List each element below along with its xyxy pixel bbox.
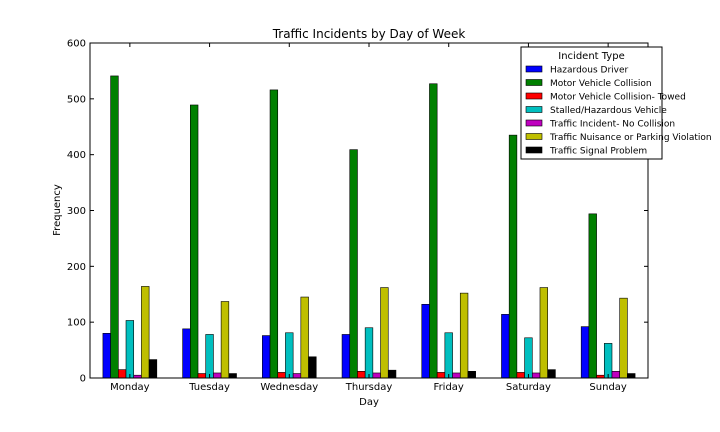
bar: [292, 373, 302, 379]
legend-label: Motor Vehicle Collision: [550, 79, 652, 89]
legend-swatch: [525, 133, 543, 140]
bar: [349, 149, 358, 379]
bar: [619, 297, 628, 379]
bar: [421, 303, 430, 379]
bar: [213, 372, 222, 379]
y-tick-label: 500: [67, 94, 86, 105]
x-tick-label: Tuesday: [188, 382, 230, 393]
bar: [125, 320, 135, 379]
bar: [580, 326, 590, 379]
bar: [436, 372, 446, 379]
bar: [118, 369, 127, 379]
legend-frame: [520, 46, 663, 160]
bar: [220, 301, 230, 379]
bar: [524, 337, 533, 379]
y-tick-label: 600: [67, 39, 86, 50]
y-axis-label: Frequency: [52, 184, 63, 236]
legend-label: Traffic Incident- No Collision: [549, 120, 675, 130]
bar: [444, 332, 453, 379]
x-tick-label: Monday: [110, 382, 150, 393]
bar: [531, 372, 541, 379]
legend-label: Traffic Signal Problem: [549, 147, 647, 157]
bar: [182, 328, 191, 379]
bar: [459, 292, 469, 379]
bar: [611, 370, 620, 379]
legend-swatch: [525, 119, 543, 127]
legend-label: Traffic Nuisance or Parking Violation: [549, 133, 712, 143]
legend-swatch: [525, 79, 543, 86]
bar: [269, 89, 279, 379]
bar: [300, 296, 309, 379]
bar: [262, 335, 271, 379]
bar: [148, 359, 158, 379]
bar: [508, 134, 518, 379]
x-axis: Monday Tuesday Wednesday Thursday Friday Satu…: [110, 43, 627, 393]
bar: [228, 373, 237, 379]
x-tick-label: Thursday: [345, 382, 393, 393]
y-tick-label: 200: [67, 262, 86, 273]
bar: [357, 370, 366, 379]
bar: [588, 213, 597, 379]
bar: [102, 333, 111, 379]
bar: [452, 372, 461, 379]
y-tick-label: 300: [67, 206, 86, 217]
y-tick-label: 0: [80, 374, 86, 385]
bar: [190, 104, 199, 379]
bar: [539, 287, 548, 379]
y-axis: 0 100 200 300 400 500 600: [67, 39, 648, 385]
chart-title: Traffic Incidents by Day of Week: [272, 27, 466, 41]
x-tick-label: Saturday: [506, 382, 551, 393]
bar: [308, 356, 317, 379]
y-tick-label: 100: [67, 318, 86, 329]
legend-swatch: [525, 106, 543, 113]
bar: [197, 373, 207, 379]
bar: [364, 327, 374, 379]
legend-label: Hazardous Driver: [550, 66, 629, 76]
legend-swatch: [525, 65, 543, 73]
legend-swatch: [525, 92, 543, 100]
legend-swatch: [525, 146, 543, 154]
bar: [380, 287, 389, 379]
bar: [285, 332, 294, 379]
x-axis-label: Day: [359, 397, 379, 408]
bar: [277, 372, 286, 379]
bar: [372, 372, 381, 379]
bar: [205, 334, 214, 379]
bar: [341, 334, 351, 379]
legend: Incident Type Hazardous Driver Motor Vehi…: [520, 46, 712, 160]
bar: [110, 75, 119, 379]
bar: [627, 373, 636, 379]
bars-layer: [102, 75, 636, 379]
legend-label: Stalled/Hazardous Vehicle: [550, 106, 667, 116]
bar: [141, 286, 150, 379]
bar: [516, 372, 525, 379]
bar: [603, 343, 613, 379]
y-tick-label: 400: [67, 150, 86, 161]
x-tick-label: Sunday: [589, 382, 626, 393]
legend-label: Motor Vehicle Collision- Towed: [550, 93, 686, 103]
bar: [501, 314, 510, 379]
bar: [387, 369, 397, 379]
x-tick-label: Wednesday: [260, 382, 318, 393]
bar: [429, 83, 438, 379]
x-tick-label: Friday: [434, 382, 464, 393]
legend-title: Incident Type: [558, 51, 624, 62]
bar: [547, 369, 556, 379]
bar: [467, 370, 476, 379]
